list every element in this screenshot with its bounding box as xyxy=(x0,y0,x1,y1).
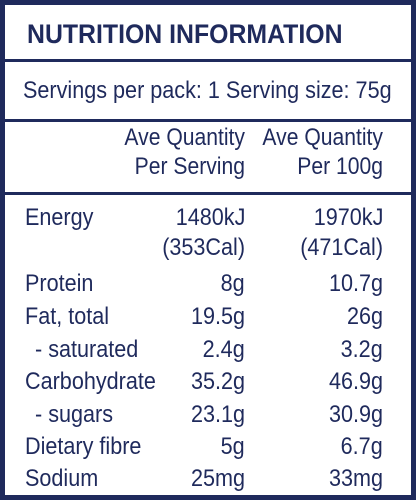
nutrient-row-carbohydrate: Carbohydrate 35.2g 46.9g xyxy=(5,367,411,397)
nutrient-row-saturated: - saturated 2.4g 3.2g xyxy=(5,335,411,365)
per-serving-value: 5g xyxy=(220,433,245,460)
column-header-per-serving: Ave Quantity Per Serving xyxy=(124,123,245,181)
nutrient-name: - sugars xyxy=(35,401,114,428)
nutrient-name: - saturated xyxy=(35,336,139,363)
per-100g-value: 33mg xyxy=(328,465,383,492)
nutrient-row-sugars: - sugars 23.1g 30.9g xyxy=(5,400,411,430)
per-serving-value: 1480kJ xyxy=(175,204,245,231)
column-header-per-serving-line2: Per Serving xyxy=(134,153,245,180)
header-divider xyxy=(5,192,411,195)
per-100g-value: 26g xyxy=(346,303,383,330)
nutrient-name: Protein xyxy=(25,270,94,297)
per-serving-value: 8g xyxy=(220,270,245,297)
column-header-per-100g: Ave Quantity Per 100g xyxy=(262,123,383,181)
nutrient-row-fat-total: Fat, total 19.5g 26g xyxy=(5,302,411,332)
per-serving-value: (353Cal) xyxy=(162,234,245,261)
per-100g-value: 10.7g xyxy=(328,270,383,297)
nutrient-row-sodium: Sodium 25mg 33mg xyxy=(5,464,411,494)
nutrient-row-dietary-fibre: Dietary fibre 5g 6.7g xyxy=(5,432,411,462)
nutrient-row-protein: Protein 8g 10.7g xyxy=(5,269,411,299)
nutrient-name: Dietary fibre xyxy=(25,433,142,460)
per-serving-value: 2.4g xyxy=(202,336,245,363)
servings-divider xyxy=(5,119,411,122)
column-header-per-serving-line1: Ave Quantity xyxy=(124,124,245,151)
per-100g-value: 6.7g xyxy=(340,433,383,460)
per-serving-value: 25mg xyxy=(190,465,245,492)
per-serving-value: 19.5g xyxy=(190,303,245,330)
nutrient-name: Energy xyxy=(25,204,94,231)
nutrient-name: Sodium xyxy=(25,465,99,492)
column-header-per-100g-line2: Per 100g xyxy=(297,153,383,180)
per-100g-value: 30.9g xyxy=(328,401,383,428)
per-100g-value: 46.9g xyxy=(328,368,383,395)
per-100g-value: (471Cal) xyxy=(300,234,383,261)
per-100g-value: 3.2g xyxy=(340,336,383,363)
nutrient-row-energy: Energy 1480kJ 1970kJ xyxy=(5,203,411,233)
per-100g-value: 1970kJ xyxy=(313,204,383,231)
per-serving-value: 35.2g xyxy=(190,368,245,395)
panel-title: NUTRITION INFORMATION xyxy=(27,19,343,49)
nutrient-name: Fat, total xyxy=(25,303,110,330)
column-header-per-100g-line1: Ave Quantity xyxy=(262,124,383,151)
nutrient-name: Carbohydrate xyxy=(25,368,156,395)
nutrient-row-energy-cal: (353Cal) (471Cal) xyxy=(5,233,411,263)
per-serving-value: 23.1g xyxy=(190,401,245,428)
servings-info: Servings per pack: 1 Serving size: 75g xyxy=(23,77,392,104)
title-divider xyxy=(5,59,411,62)
